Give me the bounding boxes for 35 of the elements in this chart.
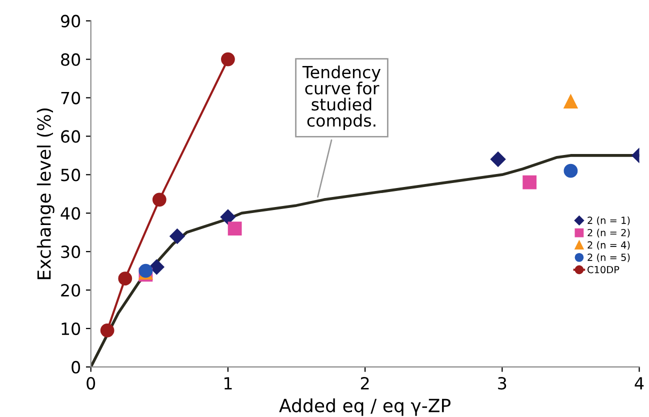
annotation: Tendency curve for studied compds. bbox=[302, 66, 381, 130]
y-tick-label: 90 bbox=[60, 14, 80, 28]
point bbox=[152, 192, 166, 207]
point bbox=[564, 164, 578, 178]
point bbox=[490, 152, 506, 167]
y-axis-title: Exchange level (%) bbox=[36, 108, 54, 280]
point bbox=[221, 52, 235, 66]
point bbox=[220, 209, 236, 225]
y-tick-label: 60 bbox=[61, 130, 80, 143]
legend-label: 2 (n = 2) bbox=[588, 228, 630, 238]
y-tick-label: 80 bbox=[61, 53, 80, 66]
x-tick-label: 2 bbox=[360, 376, 369, 390]
point bbox=[564, 94, 578, 109]
point bbox=[100, 323, 114, 338]
x-tick-label: 3 bbox=[498, 376, 506, 390]
y-tick-label: 10 bbox=[62, 322, 80, 336]
legend-label: 2 (n = 4) bbox=[588, 241, 630, 250]
legend-label: 2 (n = 5) bbox=[588, 253, 630, 262]
legend-label: 2 (n = 1) bbox=[588, 216, 630, 226]
point bbox=[522, 175, 537, 190]
y-tick-label: 20 bbox=[61, 284, 80, 297]
point bbox=[170, 228, 185, 244]
point bbox=[228, 222, 242, 236]
x-tick-label: 1 bbox=[224, 377, 232, 390]
y-tick-label: 40 bbox=[60, 207, 80, 220]
point bbox=[149, 259, 164, 275]
point bbox=[118, 272, 132, 286]
y-tick-label: 70 bbox=[61, 92, 80, 104]
y-tick-label: 0 bbox=[72, 360, 80, 374]
y-tick-label: 50 bbox=[61, 168, 80, 182]
y-tick-label: 30 bbox=[61, 246, 80, 258]
legend-label: C10DP bbox=[588, 266, 620, 274]
x-tick-label: 0 bbox=[86, 376, 96, 390]
x-axis-title: Added eq / eq γ-ZP bbox=[279, 398, 451, 416]
x-tick-label: 4 bbox=[634, 377, 644, 390]
